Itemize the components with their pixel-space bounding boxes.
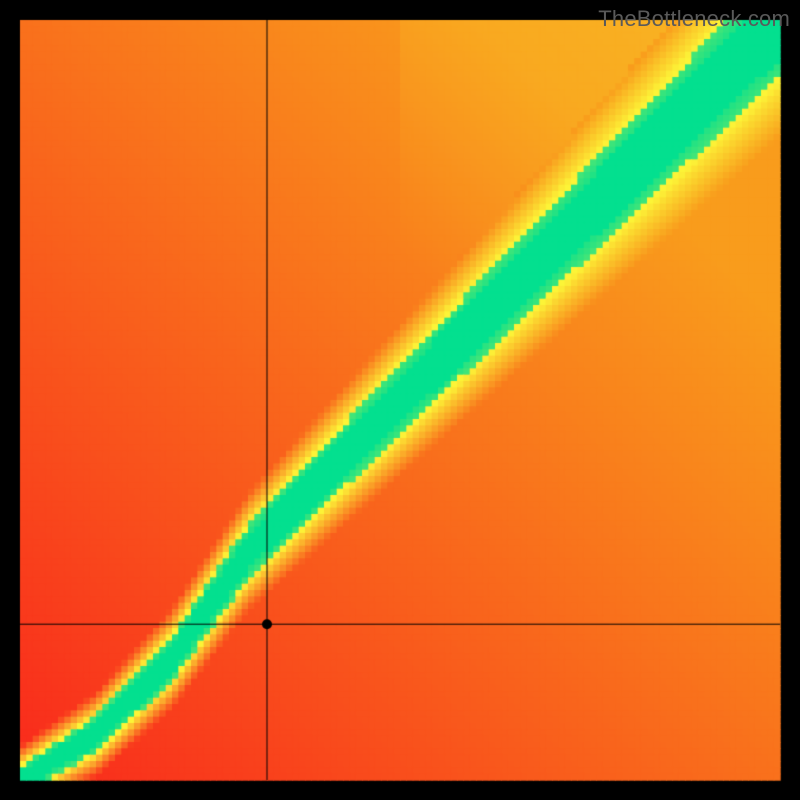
bottleneck-heatmap xyxy=(0,0,800,800)
watermark-text: TheBottleneck.com xyxy=(598,6,790,32)
chart-container: TheBottleneck.com xyxy=(0,0,800,800)
